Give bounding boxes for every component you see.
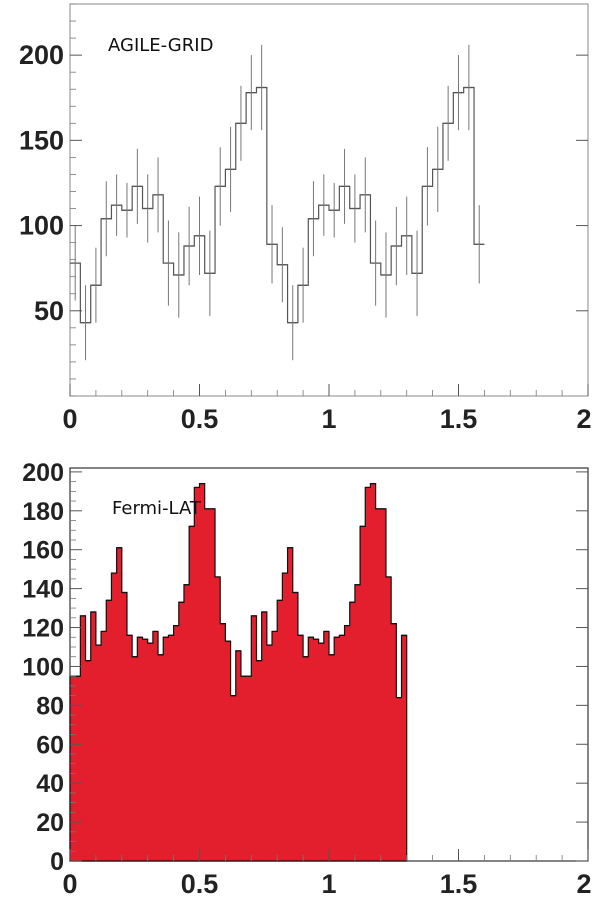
- fermi-lat-y-tick-label: 40: [36, 770, 64, 798]
- fermi-lat-y-tick-label: 60: [36, 731, 64, 759]
- fermi-lat-panel: 0 20 40 60 80 100 120 140 160 180 200 0 0.5 1 1.5 2 Fe…: [22, 459, 591, 898]
- agile-grid-x-tick-label: 0: [62, 404, 77, 434]
- fermi-lat-y-tick-label: 20: [36, 809, 64, 837]
- fermi-lat-y-tick-label: 120: [22, 615, 64, 643]
- agile-grid-x-tick-label: 2: [576, 404, 591, 434]
- agile-grid-x-ticks: 0 0.5 1 1.5 2: [62, 384, 592, 434]
- fermi-lat-x-tick-label: 2: [576, 869, 591, 898]
- agile-grid-x-tick-label: 0.5: [181, 404, 219, 434]
- fermi-lat-y-tick-label: 160: [22, 537, 64, 565]
- fermi-lat-y-tick-label: 140: [22, 576, 64, 604]
- agile-grid-error-bars: [74, 44, 480, 361]
- agile-grid-y-tick-label: 50: [34, 296, 64, 326]
- agile-grid-plot-frame: [69, 3, 589, 397]
- fermi-lat-x-tick-label: 1.5: [440, 869, 478, 898]
- agile-grid-y-tick-label: 200: [19, 40, 64, 70]
- agile-grid-label: AGILE-GRID: [108, 35, 213, 56]
- agile-grid-histogram-line: [70, 86, 485, 324]
- fermi-lat-x-tick-label: 1: [321, 869, 336, 898]
- agile-grid-y-tick-label: 100: [19, 211, 64, 241]
- fermi-lat-label: Fermi-LAT: [112, 498, 202, 519]
- fermi-lat-x-tick-label: 0: [62, 869, 77, 898]
- fermi-lat-y-ticks: 0 20 40 60 80 100 120 140 160 180 200: [22, 459, 588, 876]
- agile-grid-panel: 50 100 150 200 0 0.5 1 1.5 2 AGILE-GRID: [19, 3, 592, 434]
- agile-grid-x-tick-label: 1: [321, 404, 336, 434]
- fermi-lat-y-tick-label: 100: [22, 653, 64, 681]
- fermi-lat-y-tick-label: 0: [50, 848, 64, 876]
- agile-grid-y-ticks: 50 100 150 200: [19, 3, 588, 397]
- fermi-lat-histogram: [69, 482, 408, 862]
- fermi-lat-y-tick-label: 200: [22, 459, 64, 487]
- fermi-lat-x-ticks: 0 0.5 1 1.5 2: [62, 849, 592, 898]
- fermi-lat-y-tick-label: 180: [22, 498, 64, 526]
- fermi-lat-x-tick-label: 0.5: [181, 869, 219, 898]
- agile-grid-y-tick-label: 150: [19, 125, 64, 155]
- fermi-lat-y-tick-label: 80: [36, 692, 64, 720]
- agile-grid-x-tick-label: 1.5: [440, 404, 478, 434]
